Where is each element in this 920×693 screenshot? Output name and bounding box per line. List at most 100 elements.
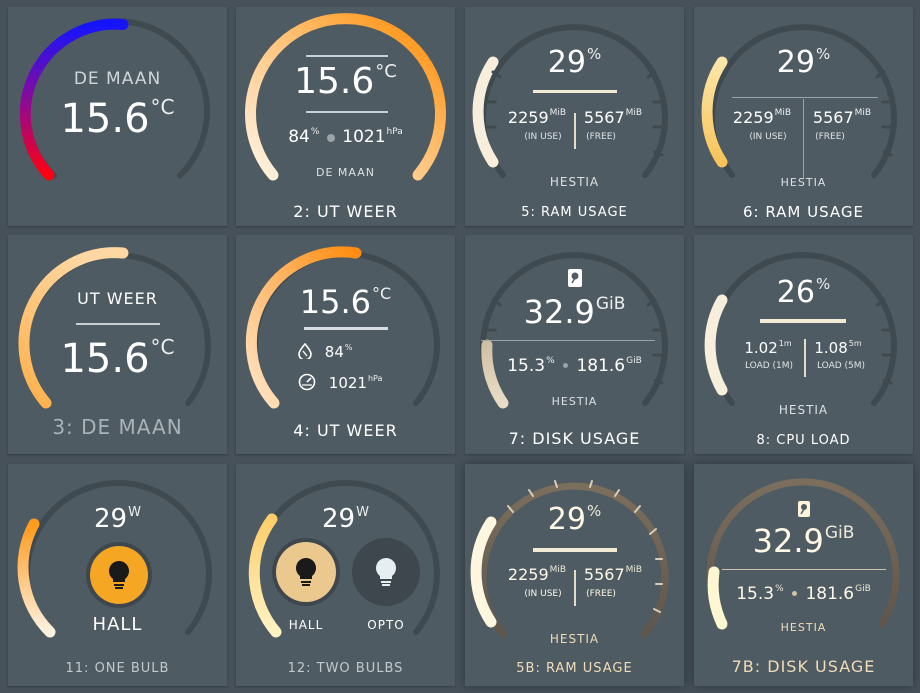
load-1m: 1.021m bbox=[744, 339, 792, 357]
sensor-card-de-maan[interactable]: DE MAAN 15.6°C bbox=[8, 7, 227, 226]
card-title: 5B: RAM USAGE bbox=[516, 661, 633, 676]
bulb-toggle-hall[interactable] bbox=[272, 538, 340, 606]
ram-used: 2259MiB bbox=[507, 108, 567, 127]
gauge-ticks bbox=[875, 298, 893, 385]
pressure-row: 1021hPa bbox=[298, 373, 382, 392]
ram-free: 5567MiB bbox=[812, 108, 872, 127]
ram-gauge bbox=[472, 24, 668, 178]
cpu-percent: 26% bbox=[776, 275, 831, 310]
power-value: 29W bbox=[322, 504, 369, 534]
card-title: 11: ONE BULB bbox=[65, 661, 170, 676]
ram-percent: 29% bbox=[547, 45, 602, 80]
card-title: 8: CPU LOAD bbox=[756, 433, 851, 448]
ram-used-label: (IN USE) bbox=[524, 589, 562, 599]
divider bbox=[574, 570, 576, 606]
ram-card-5b[interactable]: 29% 2259MiB (IN USE) 5567MiB (FREE) HEST… bbox=[465, 464, 684, 686]
divider bbox=[76, 323, 160, 325]
host-label: HESTIA bbox=[549, 175, 600, 189]
lightbulb-icon bbox=[376, 558, 396, 586]
lightbulb-icon bbox=[109, 561, 129, 589]
cpu-gauge bbox=[704, 252, 897, 406]
host-label: HESTIA bbox=[778, 403, 829, 417]
temperature-value: 15.6°C bbox=[60, 335, 175, 382]
hard-disk-icon bbox=[798, 501, 810, 517]
gauge-ticks bbox=[875, 70, 893, 157]
ram-percent: 29% bbox=[776, 45, 831, 80]
temperature-gauge bbox=[245, 246, 440, 409]
card-title: 7B: DISK USAGE bbox=[731, 657, 876, 676]
sensor-label: UT WEER bbox=[77, 289, 158, 308]
cpu-card-8[interactable]: 26% 1.021m LOAD (1M) 1.085m LOAD (5M) HE… bbox=[694, 235, 913, 454]
card-title: 5: RAM USAGE bbox=[521, 205, 628, 220]
host-label: HESTIA bbox=[780, 621, 827, 634]
ram-used: 2259MiB bbox=[507, 565, 567, 584]
card-title: 12: TWO BULBS bbox=[287, 661, 404, 676]
divider bbox=[304, 327, 388, 330]
ram-free-label: (FREE) bbox=[586, 589, 616, 599]
temperature-gauge bbox=[19, 18, 210, 181]
temperature-gauge bbox=[245, 13, 446, 181]
disk-gauge bbox=[706, 478, 900, 630]
divider bbox=[533, 548, 617, 552]
gauge-icon bbox=[298, 373, 316, 391]
host-label: HESTIA bbox=[549, 632, 600, 646]
divider bbox=[533, 90, 617, 93]
disk-card-7b[interactable]: 32.9GiB 15.3% 181.6GiB HESTIA 7B: DISK U… bbox=[694, 464, 913, 686]
power-value: 29W bbox=[94, 504, 141, 534]
hard-disk-icon bbox=[568, 269, 582, 287]
disk-percent-total: 15.3% 181.6GiB bbox=[736, 584, 871, 604]
bulb-toggle-hall[interactable] bbox=[86, 542, 152, 608]
card-title: 7: DISK USAGE bbox=[508, 429, 641, 448]
divider bbox=[722, 569, 886, 570]
location-label: DE MAAN bbox=[316, 166, 375, 179]
power-card-11[interactable]: 29W HALL 11: ONE BULB bbox=[8, 464, 227, 686]
ram-card-5[interactable]: 29% 2259MiB (IN USE) 5567MiB (FREE) HEST… bbox=[465, 7, 684, 226]
ram-card-6[interactable]: 29% 2259MiB (IN USE) 5567MiB (FREE) HEST… bbox=[694, 7, 913, 226]
power-gauge bbox=[17, 479, 212, 638]
power-card-12[interactable]: 29W HALL OPTO 12: TWO BULBS bbox=[236, 464, 455, 686]
card-title: 4: UT WEER bbox=[293, 421, 398, 440]
sensor-card-4[interactable]: 15.6°C 84% 1021hPa 4: UT WEER bbox=[236, 235, 455, 454]
temperature-value: 15.6°C bbox=[60, 95, 175, 142]
sensor-card-3[interactable]: UT WEER 15.6°C 3: DE MAAN bbox=[8, 235, 227, 454]
divider bbox=[760, 319, 846, 323]
divider bbox=[804, 339, 806, 377]
disk-gauge bbox=[480, 252, 668, 409]
disk-used-value: 32.9GiB bbox=[523, 293, 626, 331]
ram-used-label: (IN USE) bbox=[749, 132, 787, 142]
ram-gauge bbox=[701, 24, 897, 178]
ram-free-label: (FREE) bbox=[815, 132, 845, 142]
water-drop-icon bbox=[298, 342, 312, 361]
ram-used-label: (IN USE) bbox=[524, 132, 562, 142]
ram-free: 5567MiB bbox=[583, 565, 643, 584]
divider bbox=[574, 113, 576, 149]
card-title: 3: DE MAAN bbox=[52, 415, 183, 439]
gauge-ticks bbox=[507, 480, 663, 613]
ram-free: 5567MiB bbox=[583, 108, 643, 127]
card-title: 6: RAM USAGE bbox=[742, 203, 865, 221]
divider bbox=[732, 97, 878, 98]
divider bbox=[306, 55, 388, 57]
separator-dot bbox=[326, 134, 335, 142]
lightbulb-icon bbox=[296, 558, 316, 586]
load-1m-label: LOAD (1M) bbox=[744, 361, 794, 371]
bulb-toggle-opto[interactable] bbox=[352, 538, 420, 606]
humidity-row: 84% bbox=[298, 342, 352, 361]
host-label: HESTIA bbox=[551, 395, 598, 408]
load-5m-label: LOAD (5M) bbox=[816, 361, 866, 371]
separator-dot bbox=[563, 363, 569, 368]
disk-used-value: 32.9GiB bbox=[752, 522, 855, 560]
humidity-pressure-row: 84% 1021hPa bbox=[288, 127, 403, 147]
gauge-ticks bbox=[485, 70, 664, 157]
divider bbox=[306, 111, 388, 113]
ram-free-label: (FREE) bbox=[586, 132, 616, 142]
load-5m: 1.085m bbox=[814, 339, 862, 357]
bulb-label-opto: OPTO bbox=[367, 618, 405, 632]
disk-card-7[interactable]: 32.9GiB 15.3% 181.6GiB HESTIA 7: DISK US… bbox=[465, 235, 684, 454]
temperature-value: 15.6°C bbox=[299, 283, 392, 321]
temperature-gauge bbox=[18, 247, 211, 409]
divider bbox=[803, 99, 804, 179]
gauge-ticks bbox=[485, 298, 664, 385]
card-title: 2: UT WEER bbox=[293, 202, 398, 221]
sensor-card-ut-weer[interactable]: 15.6°C 84% 1021hPa DE MAAN 2: UT WEER bbox=[236, 7, 455, 226]
